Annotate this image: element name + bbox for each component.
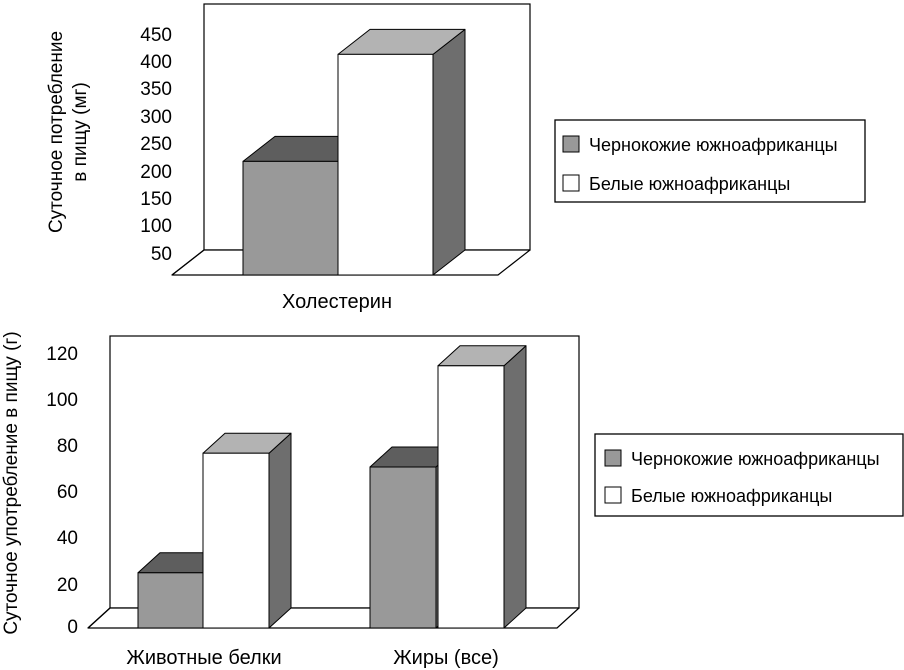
chart-proteins-fats: 0 20 40 60 80 100 120 Суточное употребле… xyxy=(1,331,904,669)
bar-front xyxy=(437,365,505,629)
chart1-y-axis-label: Суточное потребление xyxy=(46,31,67,233)
bar-white-sa xyxy=(437,345,527,629)
y-tick-label: 350 xyxy=(140,79,172,100)
chart1-y-axis-label: в пищу (мг) xyxy=(70,82,91,182)
legend-swatch-white xyxy=(604,486,622,504)
y-tick-label: 100 xyxy=(140,216,172,237)
bar-front xyxy=(242,160,339,276)
legend-label: Чернокожие южноафриканцы xyxy=(631,449,880,469)
chart1-legend: Чернокожие южноафриканцы Белые южноафрик… xyxy=(554,119,866,203)
legend-label: Чернокожие южноафриканцы xyxy=(589,135,838,155)
bar-side xyxy=(432,28,466,276)
legend-label: Белые южноафриканцы xyxy=(589,174,790,194)
chart1-bars xyxy=(242,28,466,276)
legend-swatch-white xyxy=(562,174,580,192)
chart1-category-label: Холестерин xyxy=(282,291,392,313)
bar-front xyxy=(137,572,205,629)
y-tick-label: 0 xyxy=(67,617,78,638)
y-tick-label: 400 xyxy=(140,52,172,73)
bar-front xyxy=(369,466,437,629)
chart2-category-label: Животные белки xyxy=(126,647,281,669)
legend-box xyxy=(554,119,866,203)
chart2-bars xyxy=(137,345,527,629)
axis-edge xyxy=(87,607,111,629)
y-tick-label: 60 xyxy=(57,482,78,503)
chart-cholesterol: 50 100 150 200 250 300 350 400 450 Суточ… xyxy=(46,3,866,313)
axis-edge xyxy=(171,249,205,276)
y-tick-label: 300 xyxy=(140,107,172,128)
y-tick-label: 200 xyxy=(140,162,172,183)
y-tick-label: 120 xyxy=(46,344,78,365)
legend-label: Белые южноафриканцы xyxy=(631,486,832,506)
y-tick-label: 40 xyxy=(57,528,78,549)
legend-swatch-black xyxy=(604,449,622,467)
legend-box xyxy=(594,433,904,517)
chart2-y-axis-label: Суточное употребление в пищу (г) xyxy=(1,331,22,634)
y-tick-label: 150 xyxy=(140,189,172,210)
y-tick-label: 100 xyxy=(46,390,78,411)
y-tick-label: 50 xyxy=(151,244,172,265)
y-tick-label: 450 xyxy=(140,25,172,46)
legend-swatch-black xyxy=(562,135,580,153)
bar-front xyxy=(337,53,434,276)
chart1-y-tick-labels: 50 100 150 200 250 300 350 400 450 xyxy=(140,25,172,265)
bar-side xyxy=(503,345,527,629)
y-tick-label: 80 xyxy=(57,436,78,457)
bar-side xyxy=(268,432,292,629)
bar-front xyxy=(202,452,270,629)
y-tick-label: 20 xyxy=(57,575,78,596)
bar-white-sa xyxy=(202,432,292,629)
bar-white-sa xyxy=(337,28,466,276)
chart2-legend: Чернокожие южноафриканцы Белые южноафрик… xyxy=(594,433,904,517)
chart2-y-tick-labels: 0 20 40 60 80 100 120 xyxy=(46,344,78,638)
y-tick-label: 250 xyxy=(140,134,172,155)
chart2-category-label: Жиры (все) xyxy=(393,647,499,669)
